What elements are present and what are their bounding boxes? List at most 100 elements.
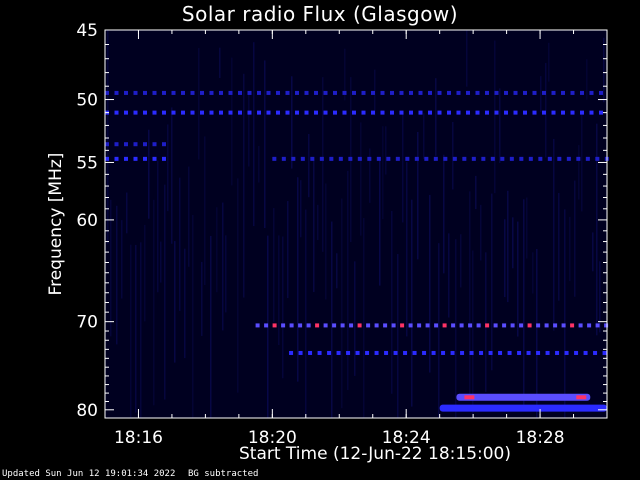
emission-dot <box>298 323 303 328</box>
emission-dot <box>547 156 552 161</box>
emission-dot <box>323 323 328 328</box>
noise-streak <box>452 121 454 190</box>
noise-streak <box>596 123 598 336</box>
noise-streak <box>423 113 425 160</box>
emission-dot <box>399 90 404 95</box>
noise-streak <box>382 126 384 220</box>
emission-dot <box>536 350 541 355</box>
y-tick-label: 70 <box>76 313 98 333</box>
emission-dot <box>528 156 533 161</box>
emission-dot <box>551 110 556 115</box>
emission-dot <box>498 350 503 355</box>
emission-dot <box>570 323 575 328</box>
emission-dot <box>352 90 356 95</box>
noise-streak <box>331 221 333 418</box>
noise-streak <box>216 207 218 293</box>
noise-streak <box>363 218 365 418</box>
noise-streak <box>287 201 289 299</box>
emission-dot <box>257 90 261 95</box>
noise-streak <box>494 40 496 194</box>
noise-streak <box>198 48 200 160</box>
emission-dot <box>422 350 427 355</box>
noise-streak <box>107 30 109 245</box>
noise-streak <box>273 208 275 322</box>
emission-dot <box>456 90 461 95</box>
emission-band <box>456 393 591 401</box>
emission-dot <box>390 110 394 115</box>
emission-dot <box>443 156 448 161</box>
emission-dot <box>551 90 556 95</box>
noise-streak <box>171 107 173 244</box>
emission-dot <box>338 156 343 161</box>
emission-dot <box>479 350 484 355</box>
noise-streak <box>336 253 338 289</box>
emission-dot <box>544 323 549 328</box>
noise-streak <box>564 209 566 418</box>
x-tick-label: 18:28 <box>516 428 565 448</box>
updated-timestamp: Updated Sun Jun 12 19:01:34 2022 <box>2 469 176 479</box>
emission-dot <box>124 110 128 115</box>
noise-streak <box>184 248 186 359</box>
emission-dot <box>408 323 413 328</box>
noise-streak <box>300 180 302 238</box>
emission-band <box>439 404 607 412</box>
emission-dot <box>171 90 176 95</box>
noise-streak <box>443 154 445 274</box>
noise-streak <box>523 199 525 411</box>
emission-dot <box>459 323 464 328</box>
emission-dot <box>336 350 341 355</box>
emission-dot <box>371 110 375 115</box>
emission-dot <box>566 156 571 161</box>
emission-dot <box>414 156 419 161</box>
emission-dot <box>409 90 413 95</box>
emission-dot <box>471 156 476 161</box>
emission-dot <box>181 90 185 95</box>
emission-dot <box>361 90 366 95</box>
emission-dot <box>447 90 451 95</box>
noise-streak <box>532 252 534 294</box>
noise-streak <box>282 236 284 379</box>
emission-dot <box>310 156 315 161</box>
emission-dot <box>352 110 356 115</box>
noise-streak <box>179 177 181 311</box>
emission-dot <box>342 110 347 115</box>
emission-dot <box>257 110 261 115</box>
emission-dot <box>570 110 575 115</box>
noise-streak <box>121 220 123 299</box>
emission-dot <box>462 156 467 161</box>
noise-streak <box>469 191 471 401</box>
emission-dot <box>152 110 157 115</box>
emission-dot <box>114 90 119 95</box>
emission-dot <box>333 110 337 115</box>
noise-streak <box>278 235 280 346</box>
emission-dot <box>578 323 583 328</box>
emission-dot <box>238 90 242 95</box>
emission-dot <box>576 156 581 161</box>
emission-dot <box>308 350 313 355</box>
noise-streak <box>110 199 112 337</box>
noise-streak <box>219 47 221 79</box>
noise-streak <box>599 261 601 333</box>
emission-dot <box>357 323 362 328</box>
emission-dot <box>380 110 385 115</box>
emission-dot <box>374 350 379 355</box>
noise-streak <box>536 249 538 418</box>
noise-streak <box>313 160 315 293</box>
emission-dot <box>219 90 223 95</box>
noise-streak <box>385 126 387 175</box>
emission-dot <box>391 323 396 328</box>
emission-dot <box>295 90 299 95</box>
noise-streak <box>243 73 245 298</box>
emission-dot <box>238 110 242 115</box>
noise-streak <box>369 148 371 203</box>
noise-streak <box>540 76 542 113</box>
noise-streak <box>548 42 550 82</box>
emission-dot <box>494 90 499 95</box>
emission-dot <box>124 156 128 161</box>
emission-dot <box>266 90 271 95</box>
emission-dot <box>431 350 436 355</box>
noise-streak <box>391 210 393 394</box>
emission-dot <box>399 110 404 115</box>
noise-streak <box>258 145 260 183</box>
